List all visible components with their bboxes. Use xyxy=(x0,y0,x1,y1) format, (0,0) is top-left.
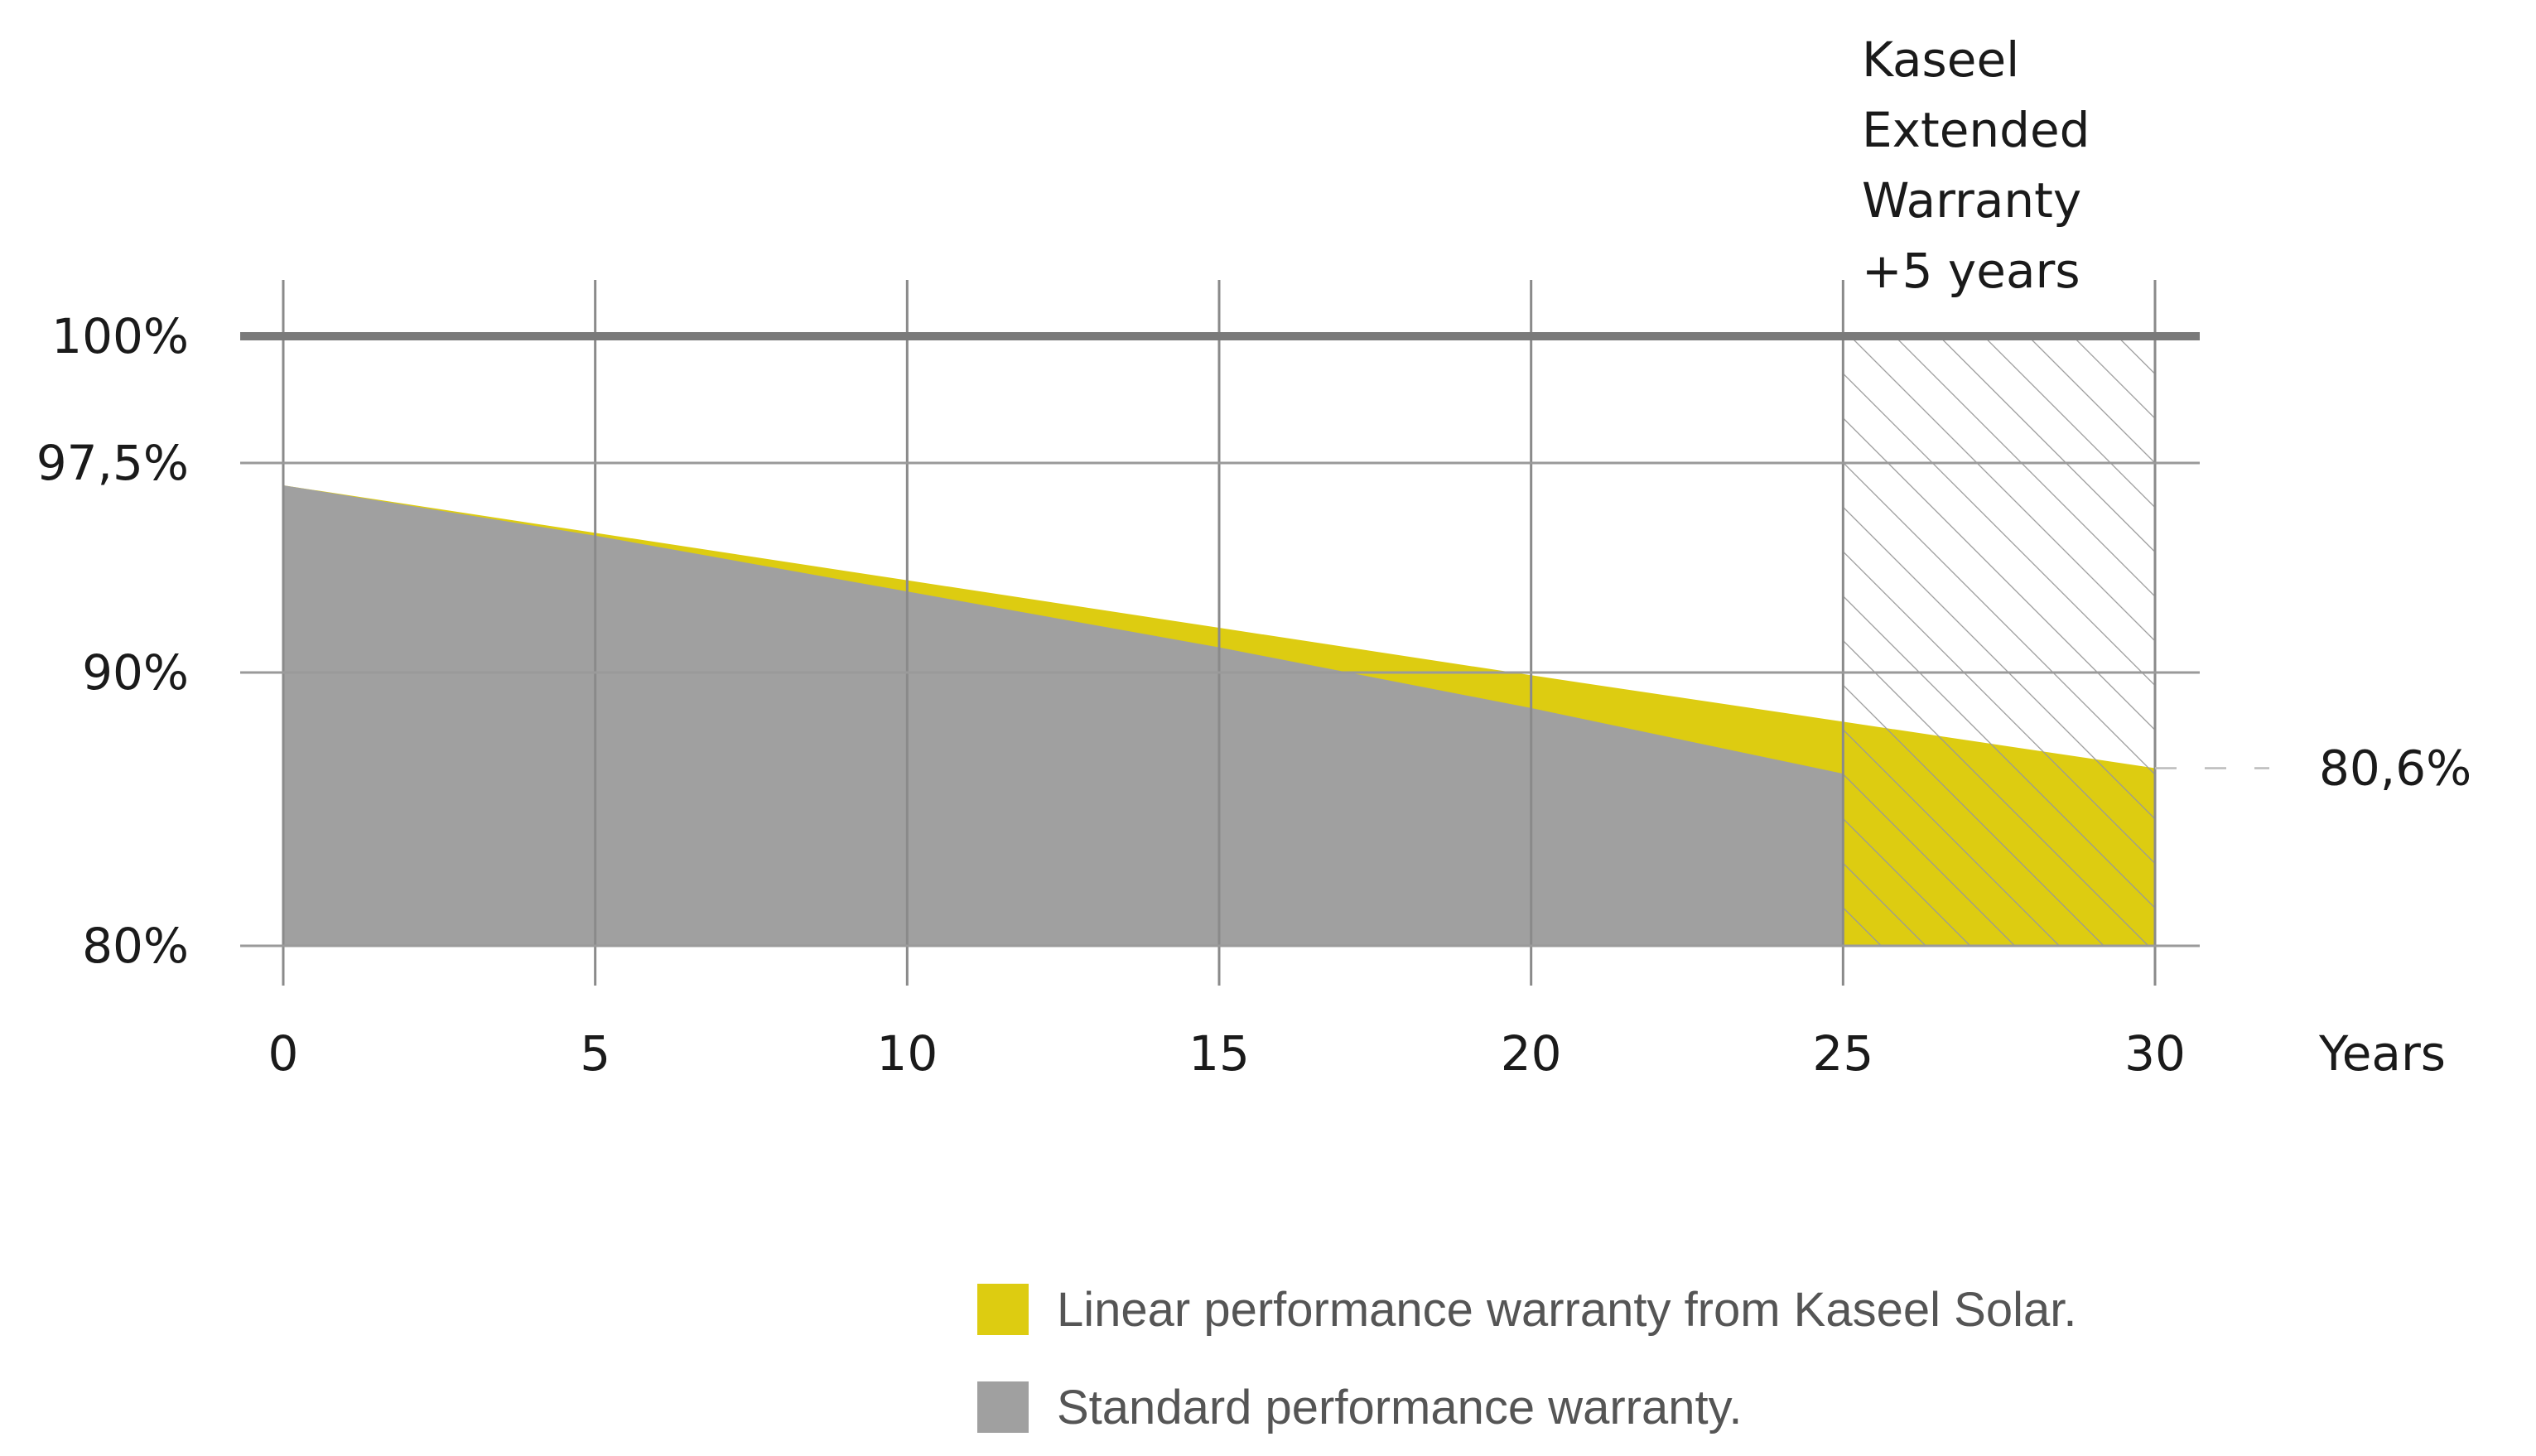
legend-label-linear: Linear performance warranty from Kaseel … xyxy=(1057,1282,2077,1337)
legend-swatch-linear xyxy=(977,1284,1029,1335)
x-tick-label: 10 xyxy=(876,1025,938,1082)
chart-svg: 80% 90% 97,5% 100% 0 5 10 15 20 25 30 Years Kaseel Ex… xyxy=(36,31,2472,1082)
x-tick-label: 0 xyxy=(268,1025,299,1082)
legend-label-standard: Standard performance warranty. xyxy=(1057,1380,1743,1434)
series-area-standard xyxy=(283,485,1844,946)
annotation-extended-warranty-line: Extended xyxy=(1862,102,2090,158)
annotation-extended-warranty-line: Kaseel xyxy=(1862,31,2019,88)
y-tick-label: 100% xyxy=(51,308,189,364)
legend-swatch-standard xyxy=(977,1381,1029,1433)
end-value-label: 80,6% xyxy=(2319,740,2471,797)
x-axis-label: Years xyxy=(2318,1025,2446,1082)
x-tick-label: 5 xyxy=(580,1025,610,1082)
legend-item-standard: Standard performance warranty. xyxy=(977,1358,2076,1456)
y-tick-label: 97,5% xyxy=(36,435,189,491)
legend-item-linear: Linear performance warranty from Kaseel … xyxy=(977,1261,2076,1358)
performance-warranty-chart: 80% 90% 97,5% 100% 0 5 10 15 20 25 30 Years Kaseel Ex… xyxy=(36,31,2472,1082)
y-tick-label: 90% xyxy=(82,644,189,701)
x-tick-label: 30 xyxy=(2124,1025,2186,1082)
annotation-extended-warranty-line: Warranty xyxy=(1862,172,2081,229)
x-tick-label: 15 xyxy=(1188,1025,1250,1082)
x-tick-label: 20 xyxy=(1501,1025,1562,1082)
legend: Linear performance warranty from Kaseel … xyxy=(977,1261,2076,1456)
y-tick-label: 80% xyxy=(82,918,189,974)
x-tick-label: 25 xyxy=(1812,1025,1873,1082)
annotation-extended-warranty-line: +5 years xyxy=(1862,243,2080,299)
extension-hatch xyxy=(1843,336,2155,946)
